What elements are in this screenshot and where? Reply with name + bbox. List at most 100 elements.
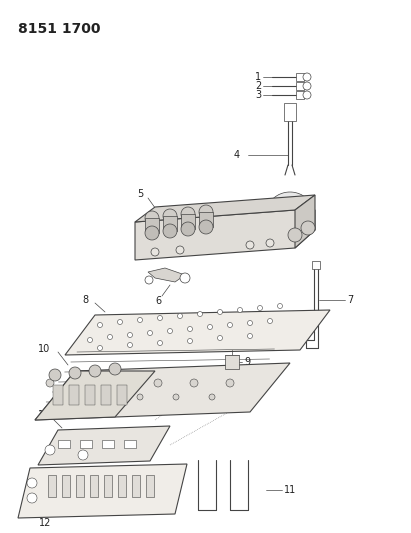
Circle shape [209,394,215,400]
Circle shape [247,334,252,338]
Circle shape [217,310,222,314]
Bar [124,440,136,448]
Circle shape [258,305,263,311]
Bar [284,103,296,121]
Circle shape [173,394,179,400]
Circle shape [127,333,132,337]
Circle shape [238,308,242,312]
Text: 5: 5 [137,189,143,199]
Circle shape [198,311,203,317]
Bar [145,218,159,233]
Circle shape [168,328,173,334]
Circle shape [49,369,61,381]
Text: 8151 1700: 8151 1700 [18,22,101,36]
Text: 2: 2 [255,81,261,91]
Bar [132,475,140,497]
Circle shape [187,327,192,332]
Bar [80,440,92,448]
Circle shape [303,82,311,90]
Circle shape [101,394,107,400]
Bar [118,475,126,497]
Circle shape [217,335,222,341]
Bar [58,440,70,448]
Circle shape [163,224,177,238]
Circle shape [228,322,233,327]
Circle shape [145,276,153,284]
Bar [69,385,79,405]
Circle shape [268,319,272,324]
Circle shape [181,207,195,221]
Polygon shape [35,371,155,420]
Bar [62,475,70,497]
Circle shape [288,228,302,242]
Circle shape [247,320,252,326]
Circle shape [246,241,254,249]
Bar [104,475,112,497]
Circle shape [89,365,101,377]
Circle shape [301,221,315,235]
Bar [146,475,154,497]
Circle shape [176,246,184,254]
Circle shape [190,379,198,387]
Circle shape [137,394,143,400]
Bar [53,385,63,405]
Circle shape [118,319,122,325]
Circle shape [303,91,311,99]
Circle shape [127,343,132,348]
Bar [48,475,56,497]
Text: 7: 7 [347,295,353,305]
Circle shape [266,239,274,247]
Circle shape [187,338,192,343]
Polygon shape [18,464,187,518]
Circle shape [97,322,102,327]
Text: 12: 12 [39,518,51,528]
Bar [296,91,304,99]
Circle shape [199,205,213,219]
Circle shape [45,445,55,455]
Bar [296,82,304,90]
Bar [101,385,111,405]
Circle shape [138,318,143,322]
Bar [312,261,320,269]
Circle shape [163,209,177,223]
Text: 11: 11 [284,485,296,495]
Polygon shape [65,310,330,355]
Bar [117,385,127,405]
Circle shape [178,313,182,319]
Circle shape [27,478,37,488]
Bar [163,216,177,231]
Circle shape [180,273,190,283]
Circle shape [82,379,90,387]
Text: 4: 4 [234,150,240,160]
Circle shape [148,330,152,335]
Circle shape [154,379,162,387]
Circle shape [181,222,195,236]
Circle shape [277,303,282,309]
Circle shape [65,394,71,400]
Circle shape [88,337,92,343]
Circle shape [97,345,102,351]
Circle shape [226,379,234,387]
Circle shape [145,211,159,225]
Circle shape [69,367,81,379]
Bar [225,355,239,369]
Bar [102,440,114,448]
Circle shape [27,493,37,503]
Polygon shape [295,195,315,248]
Text: 13: 13 [38,410,50,420]
Polygon shape [38,426,170,465]
Circle shape [157,316,162,320]
Circle shape [78,450,88,460]
Circle shape [151,248,159,256]
Circle shape [303,73,311,81]
Circle shape [145,226,159,240]
Circle shape [46,379,54,387]
Text: 1: 1 [255,72,261,82]
Text: 8: 8 [82,295,88,305]
Bar [76,475,84,497]
Bar [199,212,213,227]
Polygon shape [135,210,315,260]
Circle shape [199,220,213,234]
Bar [90,475,98,497]
Text: 3: 3 [255,90,261,100]
